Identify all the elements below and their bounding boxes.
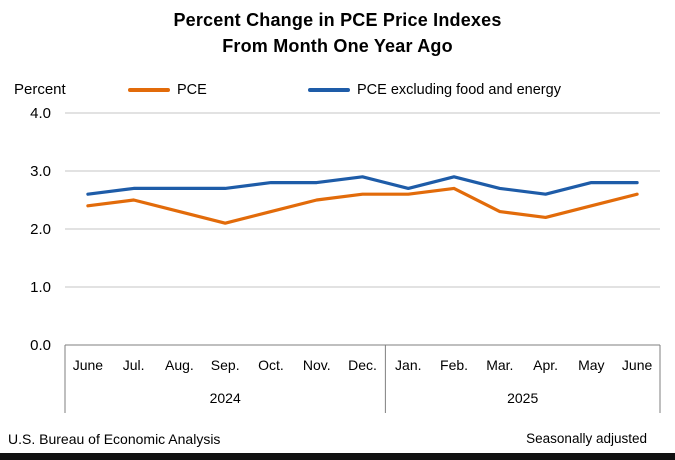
y-tick-label: 0.0 [30,337,51,354]
x-tick-label: Oct. [258,357,284,373]
adjustment-note: Seasonally adjusted [526,431,647,446]
y-tick-label: 4.0 [30,105,51,122]
chart-title: Percent Change in PCE Price Indexes From… [0,7,675,59]
series-line-1 [86,175,639,196]
legend-label-pce: PCE [177,82,207,98]
x-tick-label: Nov. [303,357,331,373]
x-tick-label: June [622,357,653,373]
x-tick-label: Sep. [211,357,240,373]
legend-label-core-pce: PCE excluding food and energy [357,82,561,98]
x-tick-label: Aug. [165,357,194,373]
x-tick-label: Jul. [123,357,145,373]
chart-title-line1: Percent Change in PCE Price Indexes [173,10,502,30]
year-label: 2024 [210,390,241,406]
x-tick-label: Dec. [348,357,377,373]
y-tick-label: 2.0 [30,221,51,238]
x-tick-label: Apr. [533,357,558,373]
series-line-0 [86,186,639,225]
x-tick-label: May [578,357,604,373]
legend-item-pce: PCE [128,81,207,99]
y-tick-label: 1.0 [30,279,51,296]
x-tick-label: June [73,357,104,373]
source-note: U.S. Bureau of Economic Analysis [8,431,221,447]
core-pce-line-swatch-icon [308,88,350,92]
x-tick-label: Mar. [486,357,513,373]
y-tick-label: 3.0 [30,163,51,180]
x-tick-label: Jan. [395,357,421,373]
x-tick-label: Feb. [440,357,468,373]
y-axis-unit-label: Percent [14,81,66,98]
chart-title-line2: From Month One Year Ago [222,36,453,56]
year-label: 2025 [507,390,538,406]
bottom-bar [0,453,675,460]
legend-item-core-pce: PCE excluding food and energy [308,81,561,99]
pce-line-swatch-icon [128,88,170,92]
